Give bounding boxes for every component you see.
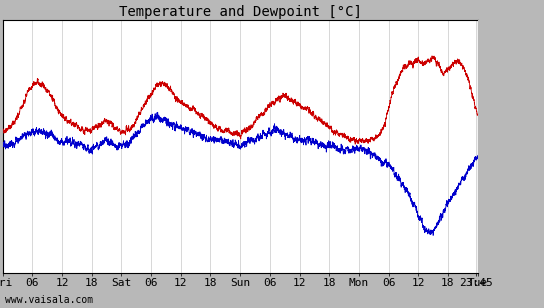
Text: www.vaisala.com: www.vaisala.com	[5, 295, 94, 305]
Title: Temperature and Dewpoint [°C]: Temperature and Dewpoint [°C]	[119, 5, 362, 19]
